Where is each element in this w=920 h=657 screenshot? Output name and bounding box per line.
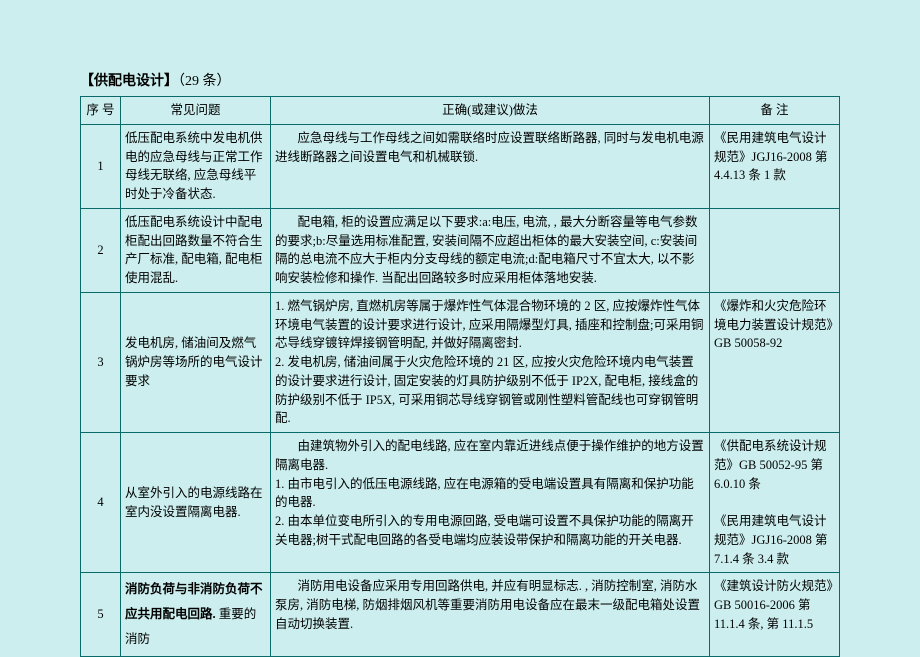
cell-note xyxy=(710,208,840,292)
cell-note: 《爆炸和火灾危险环境电力装置设计规范》GB 50058-92 xyxy=(710,292,840,432)
table-row: 3 发电机房, 储油间及燃气锅炉房等场所的电气设计要求 1. 燃气锅炉房, 直燃… xyxy=(81,292,840,432)
cell-problem: 从室外引入的电源线路在室内没设置隔离电器. xyxy=(121,433,271,573)
cell-seq: 2 xyxy=(81,208,121,292)
header-note: 备 注 xyxy=(710,97,840,125)
header-seq: 序 号 xyxy=(81,97,121,125)
cell-seq: 1 xyxy=(81,124,121,208)
header-method: 正确(或建议)做法 xyxy=(271,97,710,125)
method-text: 由建筑物外引入的配电线路, 应在室内靠近进线点便于操作维护的地方设置隔离电器. xyxy=(275,437,705,475)
cell-seq: 3 xyxy=(81,292,121,432)
cell-note: 《建筑设计防火规范》GB 50016-2006 第11.1.4 条, 第 11.… xyxy=(710,573,840,657)
cell-method: 由建筑物外引入的配电线路, 应在室内靠近进线点便于操作维护的地方设置隔离电器. … xyxy=(271,433,710,573)
cell-note: 《供配电系统设计规范》GB 50052-95 第6.0.10 条 《民用建筑电气… xyxy=(710,433,840,573)
cell-seq: 4 xyxy=(81,433,121,573)
section-title: 【供配电设计】（29 条） xyxy=(80,70,840,90)
cell-seq: 5 xyxy=(81,573,121,657)
table-header-row: 序 号 常见问题 正确(或建议)做法 备 注 xyxy=(81,97,840,125)
cell-method: 消防用电设备应采用专用回路供电, 并应有明显标志. , 消防控制室, 消防水泵房… xyxy=(271,573,710,657)
title-bracket-close: 】 xyxy=(164,74,178,89)
method-text: 配电箱, 柜的设置应满足以下要求:a:电压, 电流, , 最大分断容量等电气参数… xyxy=(275,213,705,288)
cell-method: 1. 燃气锅炉房, 直燃机房等属于爆炸性气体混合物环境的 2 区, 应按爆炸性气… xyxy=(271,292,710,432)
method-item-1: 1. 燃气锅炉房, 直燃机房等属于爆炸性气体混合物环境的 2 区, 应按爆炸性气… xyxy=(275,297,705,353)
title-count: （29 条） xyxy=(178,74,231,89)
cell-problem: 消防负荷与非消防负荷不应共用配电回路. 重要的消防 xyxy=(121,573,271,657)
cell-method: 配电箱, 柜的设置应满足以下要求:a:电压, 电流, , 最大分断容量等电气参数… xyxy=(271,208,710,292)
title-bracket-open: 【 xyxy=(80,74,94,89)
page-container: 【供配电设计】（29 条） 序 号 常见问题 正确(或建议)做法 备 注 1 低… xyxy=(0,0,920,657)
method-text: 应急母线与工作母线之间如需联络时应设置联络断路器, 同时与发电机电源进线断路器之… xyxy=(275,129,705,167)
table-row: 2 低压配电系统设计中配电柜配出回路数量不符合生产厂标准, 配电箱, 配电柜使用… xyxy=(81,208,840,292)
method-item-1: 1. 由市电引入的低压电源线路, 应在电源箱的受电端设置具有隔离和保护功能的电器… xyxy=(275,475,705,513)
method-item-2: 2. 由本单位变电所引入的专用电源回路, 受电端可设置不具保护功能的隔离开关电器… xyxy=(275,512,705,550)
table-row: 5 消防负荷与非消防负荷不应共用配电回路. 重要的消防 消防用电设备应采用专用回… xyxy=(81,573,840,657)
design-table: 序 号 常见问题 正确(或建议)做法 备 注 1 低压配电系统中发电机供电的应急… xyxy=(80,96,840,657)
method-text: 消防用电设备应采用专用回路供电, 并应有明显标志. , 消防控制室, 消防水泵房… xyxy=(275,577,705,633)
header-problem: 常见问题 xyxy=(121,97,271,125)
cell-problem: 低压配电系统中发电机供电的应急母线与正常工作母线无联络, 应急母线平时处于冷备状… xyxy=(121,124,271,208)
cell-problem: 低压配电系统设计中配电柜配出回路数量不符合生产厂标准, 配电箱, 配电柜使用混乱… xyxy=(121,208,271,292)
table-row: 4 从室外引入的电源线路在室内没设置隔离电器. 由建筑物外引入的配电线路, 应在… xyxy=(81,433,840,573)
cell-problem: 发电机房, 储油间及燃气锅炉房等场所的电气设计要求 xyxy=(121,292,271,432)
cell-method: 应急母线与工作母线之间如需联络时应设置联络断路器, 同时与发电机电源进线断路器之… xyxy=(271,124,710,208)
cell-note: 《民用建筑电气设计规范》JGJ16-2008 第4.4.13 条 1 款 xyxy=(710,124,840,208)
table-row: 1 低压配电系统中发电机供电的应急母线与正常工作母线无联络, 应急母线平时处于冷… xyxy=(81,124,840,208)
title-label: 供配电设计 xyxy=(94,74,164,89)
method-item-2: 2. 发电机房, 储油间属于火灾危险环境的 21 区, 应按火灾危险环境内电气装… xyxy=(275,353,705,428)
